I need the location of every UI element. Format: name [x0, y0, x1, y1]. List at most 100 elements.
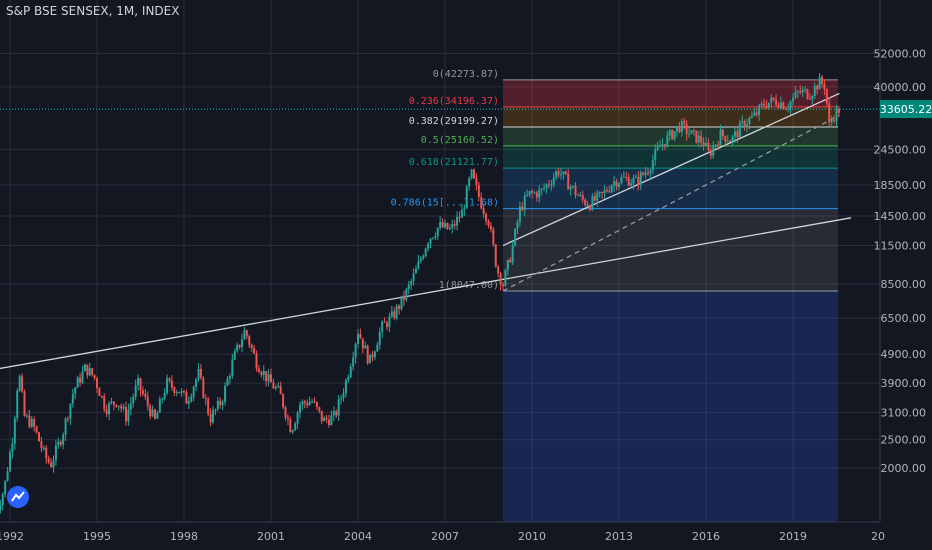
candle-body — [315, 402, 318, 408]
candle-body — [685, 123, 688, 135]
fib-zone — [503, 126, 838, 146]
candle-body — [190, 396, 193, 401]
fib-level-label: 0.618(21121.77) — [409, 157, 499, 168]
candle-body — [373, 351, 376, 358]
candle-body — [243, 330, 246, 340]
candle-body — [502, 284, 504, 286]
fib-level-label: 0(42273.87) — [433, 69, 499, 80]
fib-level-label: 0.236(34196.37) — [409, 96, 499, 107]
candle-body — [639, 172, 642, 185]
candle-body — [470, 169, 473, 179]
candle-body — [23, 391, 26, 416]
candle-body — [366, 345, 369, 364]
x-tick-label: 2016 — [692, 530, 720, 543]
candle-layer — [0, 72, 840, 514]
candle-body — [337, 399, 340, 416]
candle-body — [257, 368, 260, 373]
y-tick-label: 11500.00 — [874, 240, 927, 253]
candle-body — [28, 415, 31, 427]
candle-body — [473, 169, 475, 179]
candle-body — [625, 176, 628, 178]
candle-body — [1, 494, 4, 506]
candle-body — [422, 256, 425, 259]
candle-body — [695, 130, 698, 143]
candle-body — [429, 238, 432, 244]
candle-body — [371, 354, 374, 358]
candle-body — [134, 385, 137, 397]
candle-body — [431, 237, 434, 239]
y-tick-label: 24500.00 — [874, 143, 927, 156]
candle-body — [806, 89, 809, 99]
candle-body — [499, 273, 502, 285]
candle-body — [533, 192, 536, 194]
candle-body — [656, 146, 659, 150]
candle-body — [349, 366, 352, 377]
fib-level-label: 0.5(25160.52) — [421, 135, 499, 146]
candle-body — [642, 172, 645, 175]
candle-body — [419, 258, 422, 262]
candle-body — [170, 380, 173, 388]
y-tick-label: 8500.00 — [881, 278, 927, 291]
candle-body — [615, 181, 618, 188]
x-tick-label: 2001 — [257, 530, 285, 543]
candle-body — [328, 419, 330, 425]
candle-body — [516, 221, 519, 229]
candle-body — [620, 177, 623, 184]
candle-body — [103, 396, 106, 410]
y-tick-label: 3100.00 — [881, 406, 927, 419]
candle-body — [526, 195, 529, 197]
candle-body — [212, 410, 214, 423]
candle-body — [560, 174, 562, 176]
x-tick-label: 2019 — [779, 530, 807, 543]
candle-body — [16, 390, 19, 419]
candle-body — [755, 112, 758, 115]
candle-body — [253, 348, 256, 354]
y-tick-label: 4900.00 — [881, 348, 927, 361]
candle-body — [180, 390, 183, 394]
candle-body — [0, 505, 2, 510]
candle-body — [112, 401, 115, 405]
candle-body — [811, 96, 814, 100]
price-label: 33605.22 — [880, 103, 932, 116]
candle-body — [697, 135, 700, 143]
candle-body — [376, 344, 379, 352]
y-tick-label: 3900.00 — [881, 377, 927, 390]
candle-body — [680, 121, 683, 133]
candle-body — [603, 189, 606, 194]
candle-body — [596, 192, 599, 201]
candle-body — [369, 354, 372, 364]
trendline — [502, 92, 840, 247]
tradingview-logo-icon[interactable] — [7, 486, 29, 508]
candle-body — [110, 401, 113, 404]
candle-body — [492, 229, 495, 245]
candle-body — [789, 101, 792, 109]
candle-body — [144, 393, 147, 397]
candle-body — [792, 97, 794, 102]
candle-body — [729, 140, 732, 142]
candle-body — [93, 374, 96, 379]
candle-body — [576, 195, 579, 197]
candle-body — [233, 351, 236, 360]
candle-body — [451, 224, 454, 228]
candle-body — [100, 395, 103, 397]
candle-body — [303, 401, 306, 404]
x-tick-label: 1992 — [0, 530, 24, 543]
candle-body — [117, 405, 120, 407]
candle-body — [291, 430, 294, 433]
y-tick-label: 18500.00 — [874, 179, 927, 192]
chart-title: S&P BSE SENSEX, 1M, INDEX — [6, 4, 180, 18]
candle-body — [185, 392, 188, 404]
candle-body — [161, 398, 164, 400]
candle-body — [487, 221, 490, 226]
candle-body — [69, 403, 72, 419]
candle-body — [228, 376, 231, 379]
candle-body — [446, 222, 449, 230]
candle-body — [690, 130, 693, 134]
candle-body — [818, 77, 821, 90]
candle-body — [62, 434, 65, 445]
candle-body — [581, 195, 584, 200]
candle-body — [692, 130, 695, 132]
candle-body — [564, 171, 567, 175]
